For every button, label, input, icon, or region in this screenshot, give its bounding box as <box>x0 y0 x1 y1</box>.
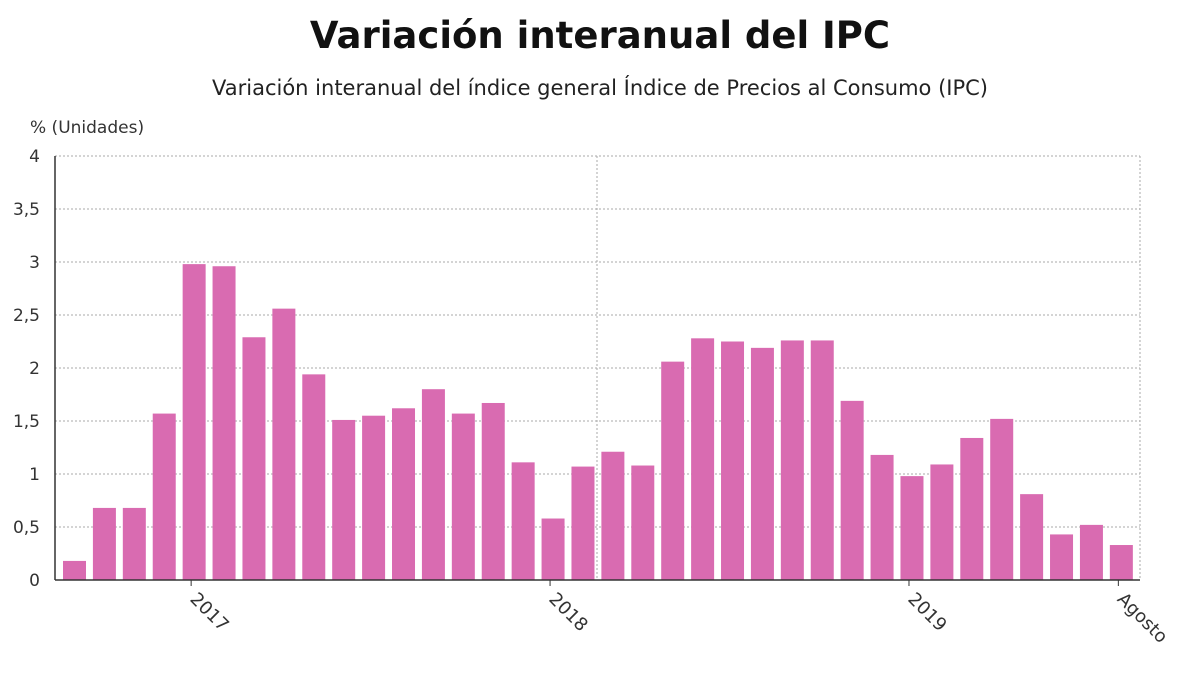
y-tick-label: 0,5 <box>13 518 40 538</box>
bar-may-2017 <box>302 374 326 580</box>
y-tick-label: 2 <box>29 359 40 379</box>
y-tick-label: 4 <box>29 147 40 167</box>
bar-sep-2017 <box>421 389 445 580</box>
bar-nov-2017 <box>481 402 505 580</box>
bar-jul-2018 <box>721 341 745 580</box>
bar-jun-2019 <box>1050 534 1074 580</box>
chart-title: Variación interanual del IPC <box>309 14 891 57</box>
bar-dic-2017 <box>511 462 535 580</box>
y-tick-label: 3,5 <box>13 200 40 220</box>
bar-jun-2018 <box>691 338 715 580</box>
bar-oct-2016 <box>92 507 116 580</box>
bar-ene-2018 <box>541 518 565 580</box>
bar-nov-2016 <box>122 507 146 580</box>
x-tick-label: 2017 <box>186 589 233 636</box>
bar-jul-2017 <box>362 415 386 580</box>
y-tick-label: 3 <box>29 253 40 273</box>
bar-ene-2017 <box>182 264 206 580</box>
chart-subtitle: Variación interanual del índice general … <box>212 76 988 100</box>
bar-mar-2018 <box>601 451 625 580</box>
bar-nov-2018 <box>840 400 864 580</box>
bar-dic-2016 <box>152 413 176 580</box>
bar-may-2018 <box>661 361 685 580</box>
y-tick-label: 1,5 <box>13 412 40 432</box>
y-tick-label: 2,5 <box>13 306 40 326</box>
y-tick-label: 0 <box>29 571 40 591</box>
bar-ago-2018 <box>750 347 774 580</box>
bar-ago-2019 <box>1109 545 1133 580</box>
bar-oct-2018 <box>810 340 834 580</box>
x-tick-label: 2018 <box>545 589 592 636</box>
bar-sep-2018 <box>780 340 804 580</box>
y-axis-label: % (Unidades) <box>30 118 145 138</box>
bar-jun-2017 <box>332 419 356 580</box>
bar-ene-2019 <box>900 476 924 580</box>
bar-feb-2019 <box>930 464 954 580</box>
bar-abr-2018 <box>631 465 655 580</box>
bar-feb-2018 <box>571 466 595 580</box>
bar-sep-2016 <box>63 560 86 580</box>
bar-may-2019 <box>1020 494 1044 580</box>
bar-ago-2017 <box>392 408 416 580</box>
bar-mar-2017 <box>242 337 266 580</box>
bar-feb-2017 <box>212 266 236 580</box>
bar-dic-2018 <box>870 454 894 580</box>
x-tick-label: Agosto <box>1113 589 1172 648</box>
y-tick-label: 1 <box>29 465 40 485</box>
bar-oct-2017 <box>451 413 475 580</box>
bar-abr-2019 <box>990 418 1014 580</box>
x-tick-label: 2019 <box>903 589 950 636</box>
bar-mar-2019 <box>960 437 984 580</box>
bar-jul-2019 <box>1079 524 1103 580</box>
bar-abr-2017 <box>272 308 296 580</box>
